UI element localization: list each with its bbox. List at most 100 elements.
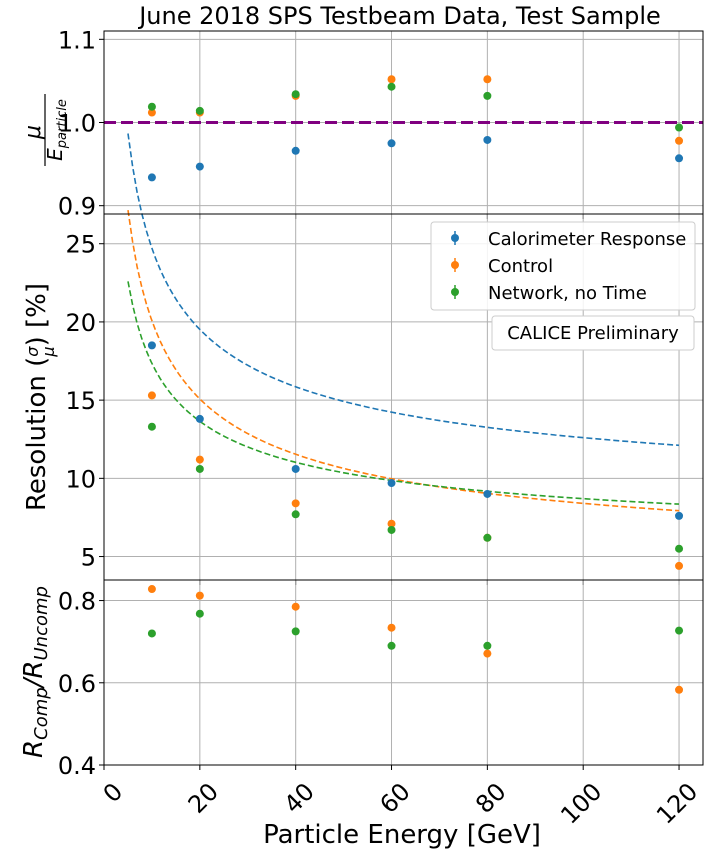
mid-point-calorimeter-120: [675, 511, 684, 520]
bottom-panel-frame: [103, 579, 704, 766]
bot-point-control-60: [387, 623, 396, 632]
xtick-label-20: 20: [183, 777, 224, 818]
middle-ylabel-frac-num: σ: [23, 346, 42, 357]
legend-marker-control: [451, 261, 459, 269]
xtick-label-80: 80: [470, 777, 511, 818]
top-point-calorimeter-20: [195, 162, 204, 171]
legend-item-control: Control: [451, 256, 553, 277]
mid-ytick-label: 20: [65, 309, 96, 337]
mid-point-control-20: [195, 455, 204, 464]
bot-point-network-60: [387, 641, 396, 650]
fit-curve-network: [127, 281, 680, 505]
mid-point-control-40: [291, 499, 300, 508]
bot-ytick-label: 0.6: [58, 670, 96, 698]
top-grid: [103, 31, 703, 219]
mid-ytick-label: 25: [65, 231, 96, 259]
mid-point-network-80: [483, 533, 492, 542]
mid-point-control-120: [675, 561, 684, 570]
mid-point-network-120: [675, 544, 684, 553]
top-point-network-20: [195, 106, 204, 115]
fit-curve-control: [127, 209, 680, 512]
top-ytick-label: 1.1: [58, 26, 96, 54]
middle-panel-resolution: 5 10 15 20 25 Calorimeter Response Control N…: [22, 133, 704, 585]
mid-point-network-40: [291, 510, 300, 519]
top-point-calorimeter-40: [291, 146, 300, 155]
bottom-y-axis-label: RComp/RUncomp: [19, 586, 52, 758]
top-point-control-120: [675, 136, 684, 145]
fit-curve-calorimeter: [127, 133, 680, 447]
top-ylabel-den-sub: particle: [55, 99, 70, 149]
chart-title: June 2018 SPS Testbeam Data, Test Sample: [137, 2, 661, 30]
legend-item-calorimeter: Calorimeter Response: [451, 229, 686, 250]
mid-point-control-60: [387, 519, 396, 528]
top-point-network-80: [483, 91, 492, 100]
bottom-panel-ratio: 0.40.60.8 0 20 40 60 80 100 120 RComp/RUncomp …: [19, 579, 704, 850]
top-point-calorimeter-120: [675, 154, 684, 163]
annotation-box: [491, 315, 695, 351]
bot-ytick-label: 0.4: [58, 752, 96, 780]
bot-point-network-80: [483, 641, 492, 650]
top-point-calorimeter-80: [483, 135, 492, 144]
top-y-ticks: 0.9 1.0 1.1: [58, 26, 104, 221]
top-point-network-60: [387, 82, 396, 91]
legend-label-calorimeter: Calorimeter Response: [488, 229, 686, 250]
legend-label-network: Network, no Time: [488, 283, 647, 304]
bottom-ylabel-slash: /R: [19, 661, 49, 690]
mid-point-network-60: [387, 525, 396, 534]
top-ylabel-denominator: Eparticle: [43, 99, 70, 161]
bottom-ylabel-main: R: [19, 740, 49, 758]
middle-ylabel-paren-open: (: [22, 357, 52, 375]
legend-marker-network: [451, 288, 459, 296]
bot-point-network-20: [195, 609, 204, 618]
top-panel-ratio-mu: 0.9 1.0 1.1 μ Eparticle: [21, 26, 704, 221]
bot-point-network-120: [675, 626, 684, 635]
bot-point-control-120: [675, 685, 684, 694]
top-ylabel-numerator: μ: [21, 125, 46, 140]
top-ytick-label: 0.9: [58, 193, 96, 221]
top-point-network-120: [675, 123, 684, 132]
bot-point-control-80: [483, 649, 492, 658]
bot-point-control-40: [291, 602, 300, 611]
bot-point-control-10: [147, 585, 156, 594]
top-point-calorimeter-60: [387, 139, 396, 148]
mid-ytick-label: 5: [81, 544, 96, 572]
xtick-label-120: 120: [651, 777, 703, 829]
middle-ylabel-text: Resolution: [22, 375, 52, 511]
legend-label-control: Control: [488, 256, 553, 277]
top-point-control-80: [483, 75, 492, 84]
middle-fit-curves: [127, 133, 680, 512]
bot-ytick-label: 0.8: [58, 588, 96, 616]
mid-point-calorimeter-20: [195, 414, 204, 423]
middle-ylabel-unit: [%]: [22, 283, 52, 328]
top-point-network-40: [291, 90, 300, 99]
mid-point-calorimeter-80: [483, 489, 492, 498]
bot-point-control-20: [195, 591, 204, 600]
mid-point-calorimeter-40: [291, 464, 300, 473]
mid-point-calorimeter-60: [387, 479, 396, 488]
top-data-points: [147, 75, 684, 182]
top-point-calorimeter-10: [147, 173, 156, 182]
middle-y-ticks: 5 10 15 20 25: [65, 231, 104, 572]
bot-point-network-40: [291, 627, 300, 636]
mid-ytick-label: 15: [65, 387, 96, 415]
mid-point-network-20: [195, 464, 204, 473]
mid-point-calorimeter-10: [147, 341, 156, 350]
top-point-control-60: [387, 75, 396, 84]
middle-ylabel-frac-den: μ: [39, 346, 58, 357]
bot-point-network-10: [147, 629, 156, 638]
calice-annotation: CALICE Preliminary: [491, 315, 695, 351]
legend-item-network: Network, no Time: [451, 283, 647, 304]
x-axis-label: Particle Energy [GeV]: [263, 820, 541, 850]
top-y-axis-label: μ Eparticle: [21, 94, 70, 166]
bottom-ylabel-sub1: Comp: [31, 687, 52, 740]
annotation-text: CALICE Preliminary: [507, 323, 679, 344]
xtick-label-60: 60: [374, 777, 415, 818]
legend: Calorimeter Response Control Network, no…: [430, 221, 696, 311]
xtick-label-40: 40: [279, 777, 320, 818]
bottom-data-points: [147, 585, 684, 694]
legend-box: [430, 221, 696, 311]
mid-point-control-10: [147, 391, 156, 400]
xtick-label-100: 100: [555, 777, 607, 829]
bottom-y-ticks: 0.4 0.6 0.8: [58, 588, 104, 780]
